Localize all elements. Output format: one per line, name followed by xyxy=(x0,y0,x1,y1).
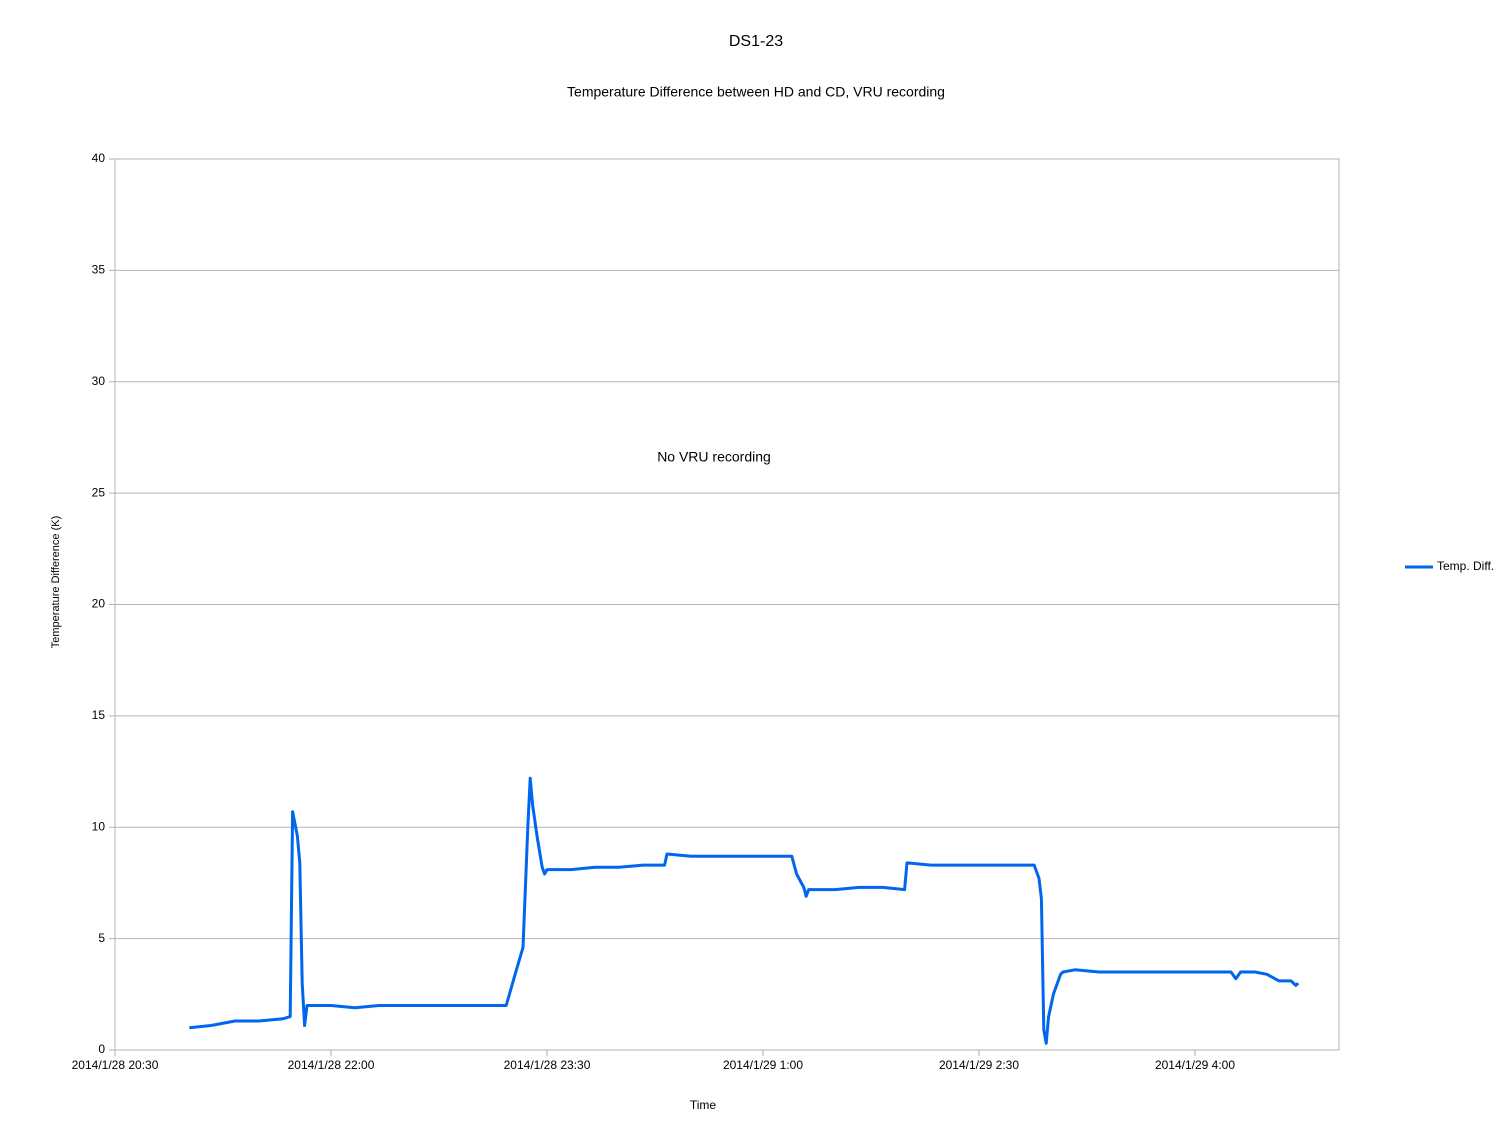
y-tick-label: 10 xyxy=(92,819,106,833)
x-tick-label: 2014/1/29 2:30 xyxy=(939,1058,1019,1072)
chart-subtitle: Temperature Difference between HD and CD… xyxy=(567,84,945,100)
y-tick-label: 30 xyxy=(92,374,106,388)
legend-label: Temp. Diff. xyxy=(1437,559,1494,573)
y-axis-label: Temperature Difference (K) xyxy=(50,516,62,648)
x-tick-label: 2014/1/29 4:00 xyxy=(1155,1058,1235,1072)
y-tick-label: 20 xyxy=(92,597,106,611)
x-tick-label: 2014/1/28 22:00 xyxy=(288,1058,375,1072)
y-tick-label: 15 xyxy=(92,708,106,722)
y-tick-label: 25 xyxy=(92,485,106,499)
annotation: No VRU recording xyxy=(657,449,771,465)
chart-title: DS1-23 xyxy=(729,33,783,50)
y-tick-label: 40 xyxy=(92,151,106,165)
x-tick-label: 2014/1/29 1:00 xyxy=(723,1058,803,1072)
y-tick-label: 35 xyxy=(92,263,106,277)
x-axis-label: Time xyxy=(690,1098,717,1112)
y-tick-label: 0 xyxy=(98,1042,105,1056)
y-tick-label: 5 xyxy=(98,931,105,945)
data-line xyxy=(189,776,1300,1045)
x-tick-label: 2014/1/28 20:30 xyxy=(72,1058,159,1072)
x-tick-label: 2014/1/28 23:30 xyxy=(504,1058,591,1072)
